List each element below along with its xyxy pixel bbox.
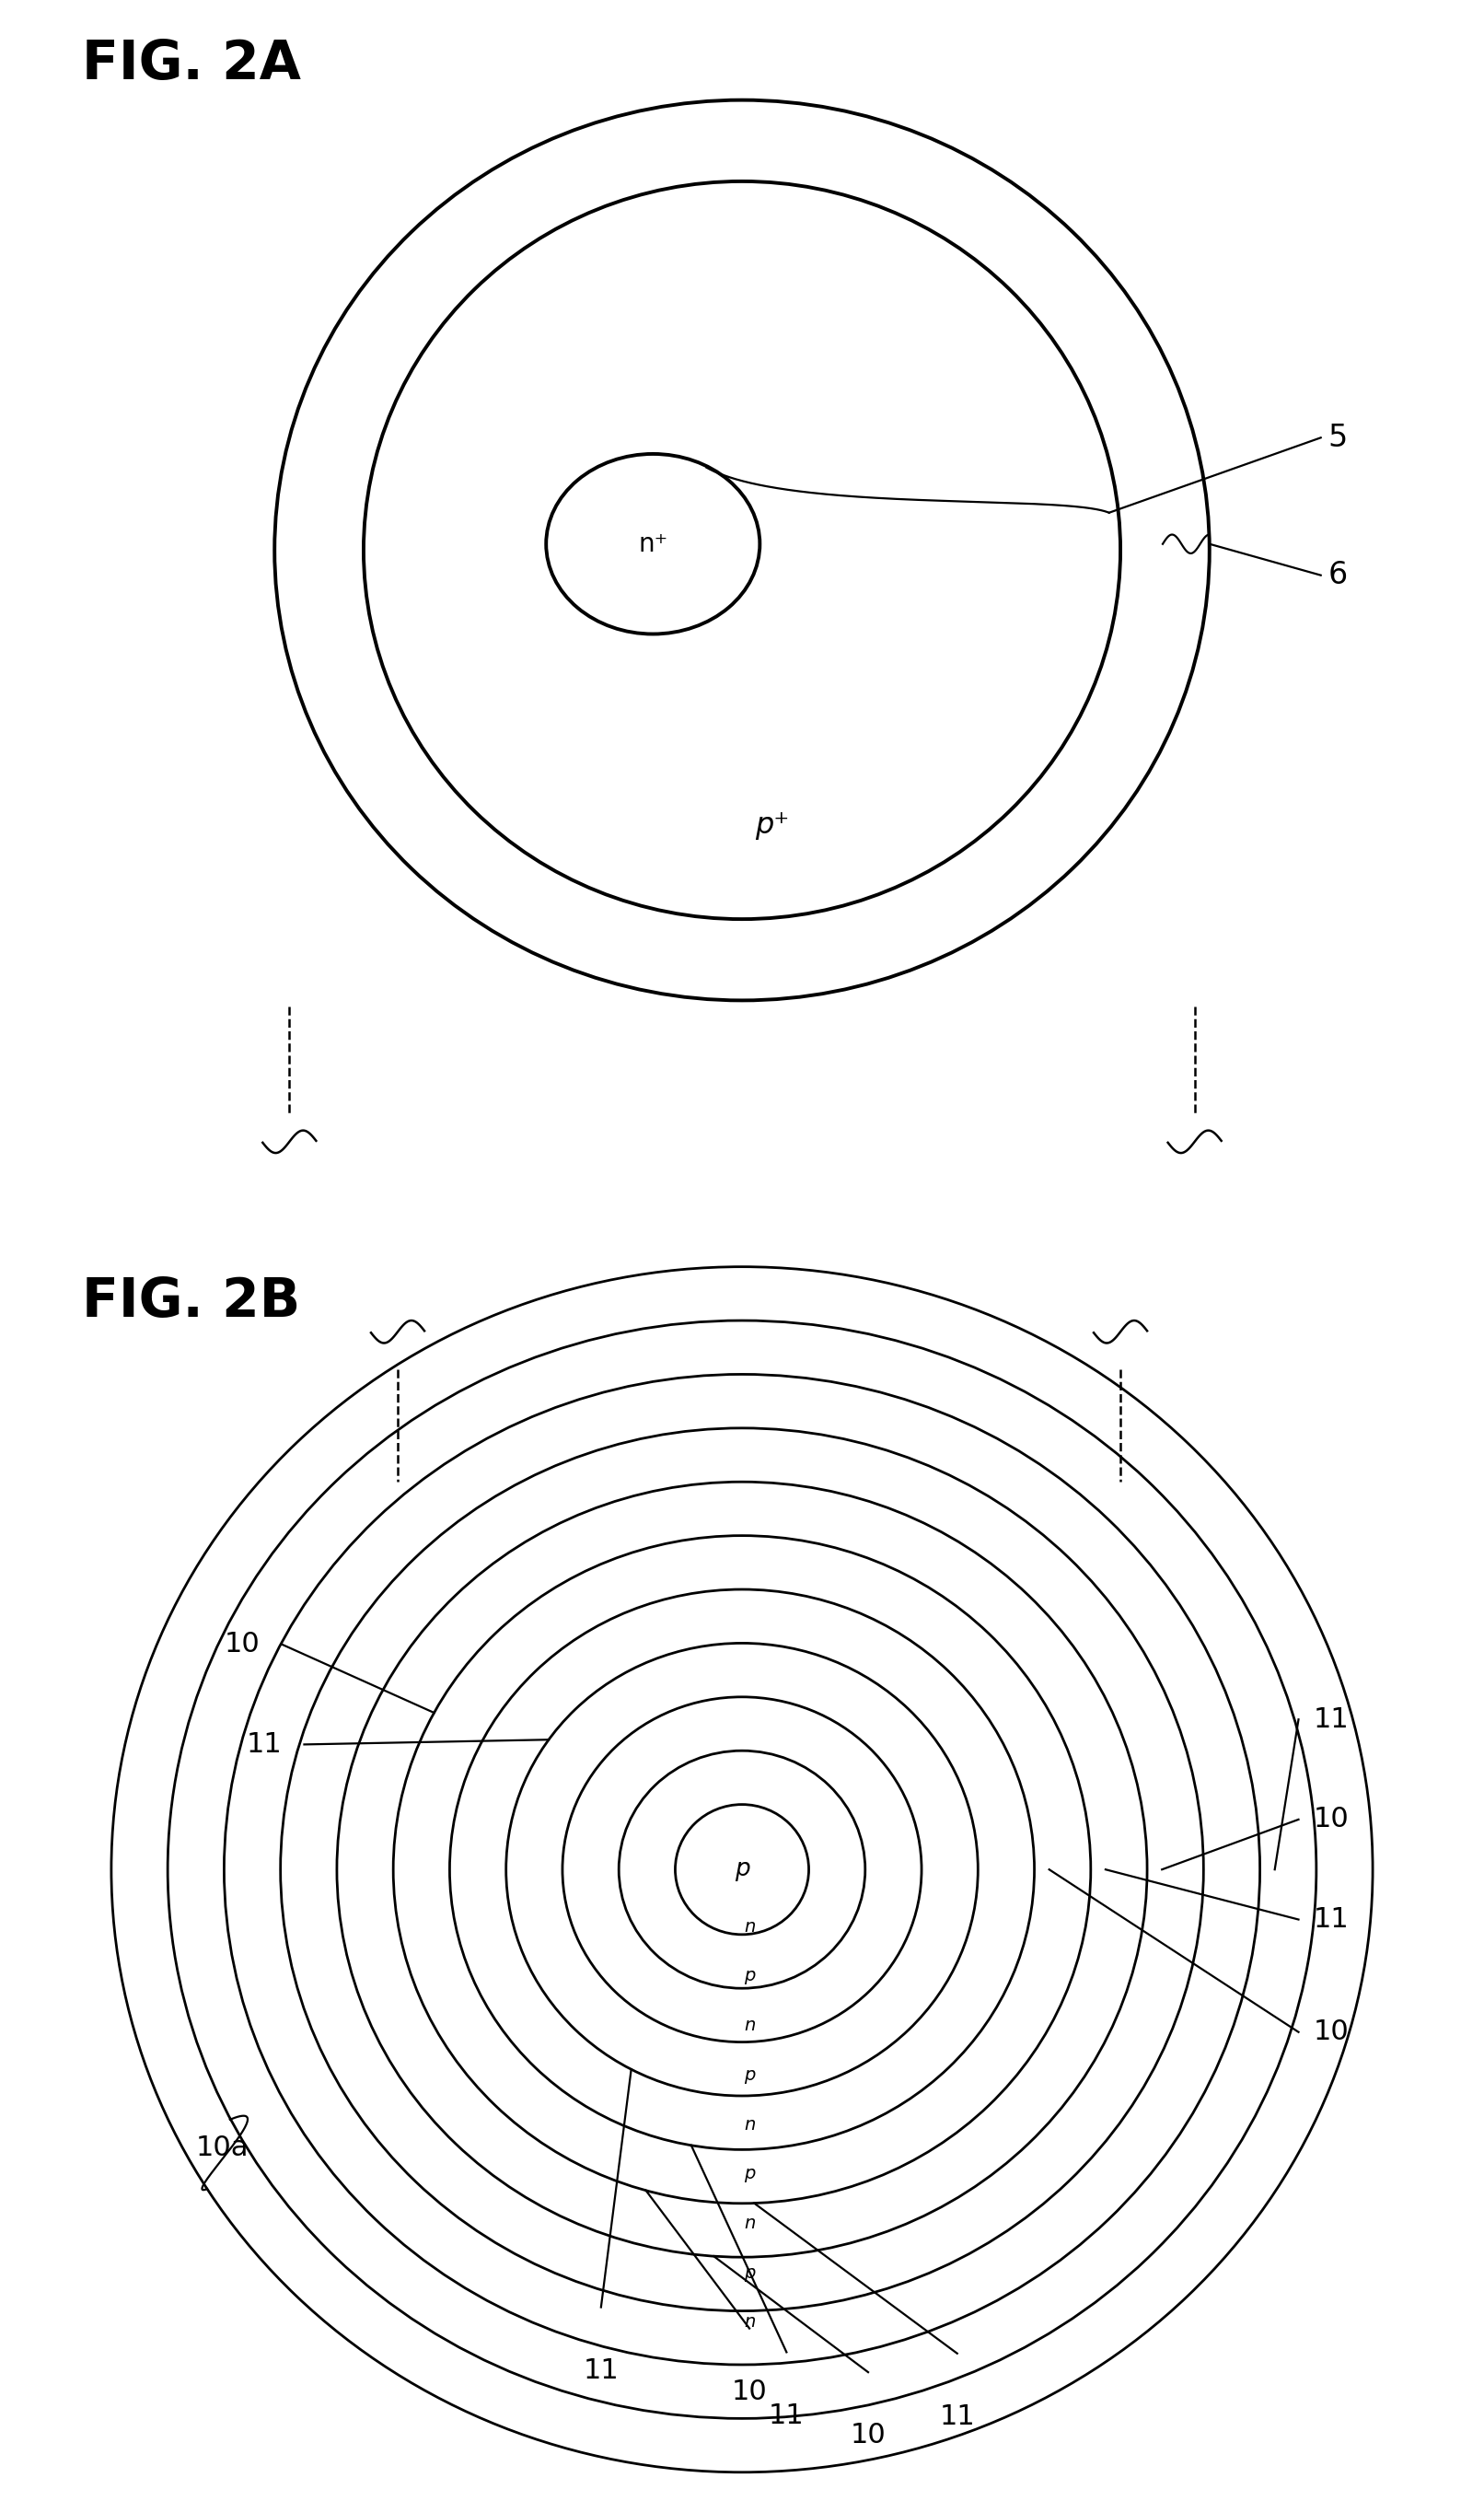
Text: n: n xyxy=(743,1918,755,1936)
Text: 11: 11 xyxy=(769,2401,804,2428)
Text: FIG. 2B: FIG. 2B xyxy=(82,1276,300,1328)
Text: 10: 10 xyxy=(732,2378,767,2406)
Text: 10a: 10a xyxy=(196,2136,249,2161)
Text: 10: 10 xyxy=(850,2421,886,2448)
Text: p: p xyxy=(743,2066,755,2083)
Text: 11: 11 xyxy=(583,2356,619,2383)
Text: FIG. 2A: FIG. 2A xyxy=(82,38,301,90)
Text: n: n xyxy=(743,2116,755,2133)
Text: 5: 5 xyxy=(1328,423,1347,453)
Text: p: p xyxy=(743,2263,755,2281)
Text: 10: 10 xyxy=(1313,1806,1349,1833)
Text: 10: 10 xyxy=(224,1631,260,1658)
Text: 11: 11 xyxy=(1313,1906,1349,1933)
Text: p: p xyxy=(743,2166,755,2183)
Text: 10: 10 xyxy=(1313,2018,1349,2046)
Text: 11: 11 xyxy=(246,1731,282,1758)
Text: n: n xyxy=(743,2313,755,2331)
Text: 11: 11 xyxy=(939,2403,975,2431)
Text: n: n xyxy=(743,2213,755,2231)
Text: n: n xyxy=(743,2016,755,2033)
Text: 6: 6 xyxy=(1328,560,1347,590)
Text: p: p xyxy=(743,1968,755,1986)
Text: n⁺: n⁺ xyxy=(638,530,668,558)
Text: 11: 11 xyxy=(1313,1706,1349,1733)
Text: p⁺: p⁺ xyxy=(754,810,789,840)
Text: p: p xyxy=(735,1858,749,1881)
